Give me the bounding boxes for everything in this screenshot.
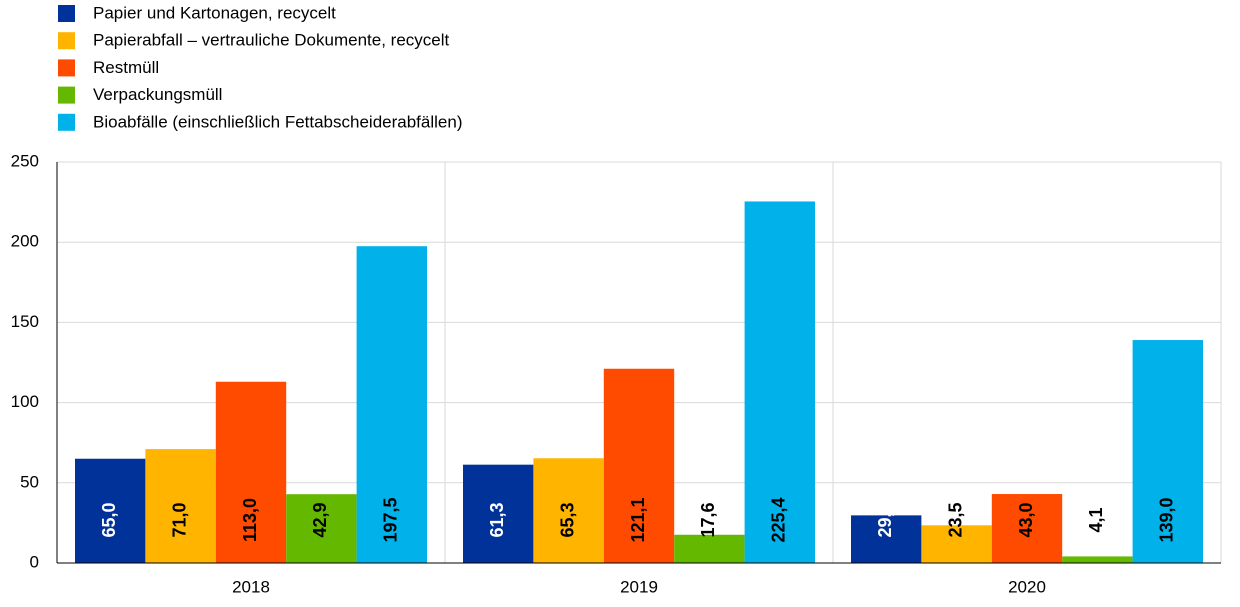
bar [744, 201, 815, 563]
data-label: 113,0 [240, 498, 260, 542]
bar [356, 246, 427, 563]
data-label: 225,4 [769, 497, 789, 542]
bar [603, 368, 675, 563]
legend-swatch [58, 32, 75, 50]
bar [533, 458, 604, 563]
data-label: 17,6 [698, 502, 718, 537]
x-tick-label: 2019 [620, 577, 658, 596]
legend-label: Verpackungsmüll [93, 85, 222, 104]
data-label: 29,7 [875, 502, 895, 537]
y-tick-label: 150 [11, 312, 39, 331]
bar [215, 381, 287, 563]
data-label: 121,1 [628, 497, 648, 542]
data-label: 43,0 [1016, 502, 1036, 537]
bar [921, 525, 992, 563]
data-label: 4,1 [1086, 507, 1106, 532]
data-label: 42,9 [310, 502, 330, 537]
legend-label: Papierabfall – vertrauliche Dokumente, r… [93, 31, 450, 50]
bar [75, 458, 146, 563]
legend-swatch [58, 86, 75, 104]
legend-label: Bioabfälle (einschließlich Fettabscheide… [93, 112, 462, 131]
bar [1062, 556, 1133, 563]
data-label: 71,0 [169, 502, 189, 537]
x-tick-label: 2020 [1008, 577, 1046, 596]
y-tick-label: 0 [30, 552, 39, 571]
data-label: 139,0 [1157, 497, 1177, 542]
bar [463, 464, 534, 563]
legend-label: Restmüll [93, 58, 159, 77]
legend-swatch [58, 59, 75, 77]
data-label: 23,5 [945, 502, 965, 537]
y-tick-label: 200 [11, 232, 39, 251]
y-tick-label: 100 [11, 392, 39, 411]
y-tick-label: 50 [20, 472, 39, 491]
legend-swatch [58, 5, 75, 22]
data-label: 65,3 [557, 502, 577, 537]
data-label: 65,0 [99, 502, 119, 537]
legend-swatch [58, 113, 75, 131]
data-label: 197,5 [381, 497, 401, 542]
bar [145, 449, 216, 563]
bar [1132, 340, 1203, 563]
x-tick-label: 2018 [232, 577, 270, 596]
legend-label: Papier und Kartonagen, recycelt [93, 3, 336, 22]
bar [286, 494, 357, 563]
bar [674, 534, 745, 563]
y-tick-label: 250 [11, 151, 39, 170]
data-label: 61,3 [487, 502, 507, 537]
bar [851, 515, 922, 563]
bar [991, 494, 1063, 563]
